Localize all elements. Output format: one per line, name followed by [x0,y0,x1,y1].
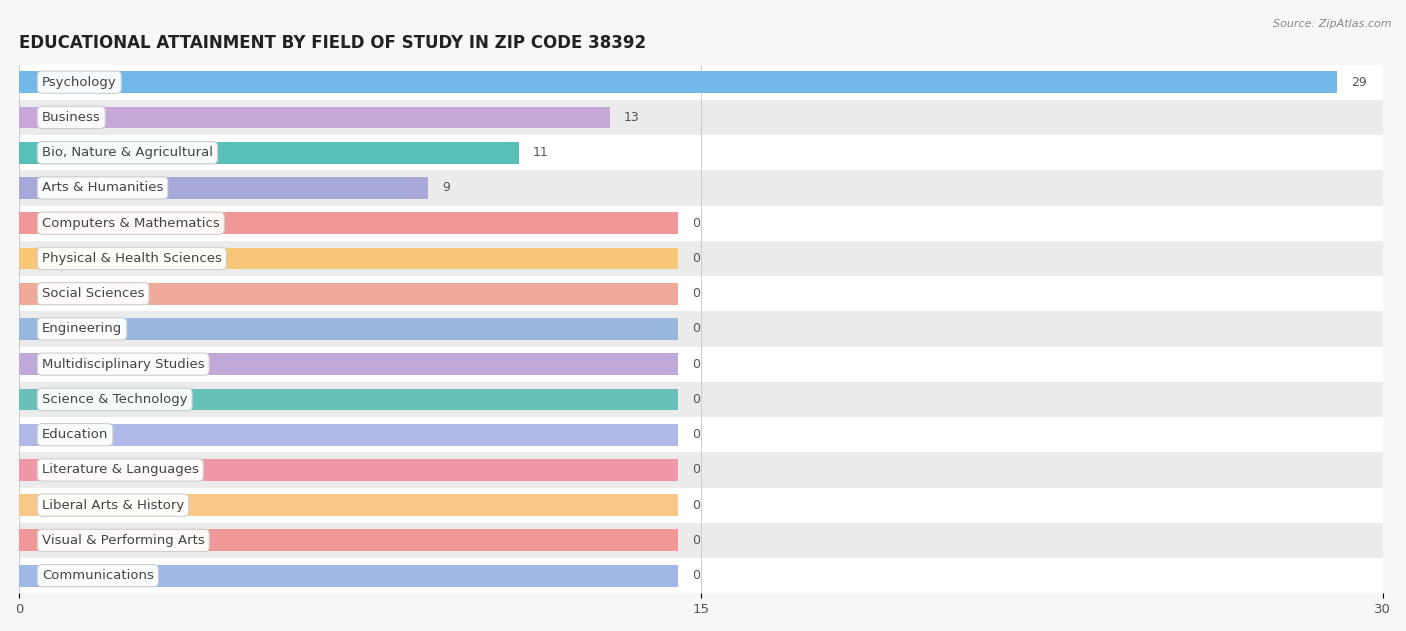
Text: 0: 0 [692,393,700,406]
Bar [20,107,610,128]
Text: 13: 13 [624,111,640,124]
Bar [20,565,678,587]
Text: Multidisciplinary Studies: Multidisciplinary Studies [42,358,204,370]
Bar [20,529,678,551]
Bar [20,142,519,163]
Bar [20,424,678,445]
Text: 29: 29 [1351,76,1367,89]
Bar [0,523,1406,558]
Bar [0,276,1406,311]
Text: EDUCATIONAL ATTAINMENT BY FIELD OF STUDY IN ZIP CODE 38392: EDUCATIONAL ATTAINMENT BY FIELD OF STUDY… [20,34,647,52]
Bar [0,206,1406,241]
Bar [0,488,1406,523]
Text: 0: 0 [692,463,700,476]
Bar [0,170,1406,206]
Bar [0,346,1406,382]
Text: 11: 11 [533,146,548,159]
Text: Science & Technology: Science & Technology [42,393,187,406]
Bar [20,283,678,305]
Text: Liberal Arts & History: Liberal Arts & History [42,498,184,512]
Bar [20,459,678,481]
Text: 0: 0 [692,569,700,582]
Text: Psychology: Psychology [42,76,117,89]
Text: 0: 0 [692,428,700,441]
Text: Physical & Health Sciences: Physical & Health Sciences [42,252,222,265]
Bar [20,494,678,516]
Text: 9: 9 [441,182,450,194]
Bar [20,177,429,199]
Bar [0,135,1406,170]
Bar [0,100,1406,135]
Text: Source: ZipAtlas.com: Source: ZipAtlas.com [1274,19,1392,29]
Text: 0: 0 [692,216,700,230]
Text: Arts & Humanities: Arts & Humanities [42,182,163,194]
Bar [0,241,1406,276]
Text: Communications: Communications [42,569,153,582]
Bar [0,417,1406,452]
Text: Business: Business [42,111,101,124]
Bar [0,558,1406,593]
Text: 0: 0 [692,252,700,265]
Bar [20,318,678,340]
Bar [0,311,1406,346]
Text: Education: Education [42,428,108,441]
Bar [20,353,678,375]
Bar [0,382,1406,417]
Text: Social Sciences: Social Sciences [42,287,145,300]
Bar [0,64,1406,100]
Bar [20,212,678,234]
Text: 0: 0 [692,358,700,370]
Text: 0: 0 [692,498,700,512]
Bar [0,452,1406,488]
Text: Computers & Mathematics: Computers & Mathematics [42,216,219,230]
Bar [20,389,678,410]
Text: Bio, Nature & Agricultural: Bio, Nature & Agricultural [42,146,212,159]
Bar [20,71,1337,93]
Text: 0: 0 [692,534,700,547]
Text: 0: 0 [692,287,700,300]
Text: Engineering: Engineering [42,322,122,336]
Text: Visual & Performing Arts: Visual & Performing Arts [42,534,205,547]
Text: 0: 0 [692,322,700,336]
Text: Literature & Languages: Literature & Languages [42,463,198,476]
Bar [20,247,678,269]
